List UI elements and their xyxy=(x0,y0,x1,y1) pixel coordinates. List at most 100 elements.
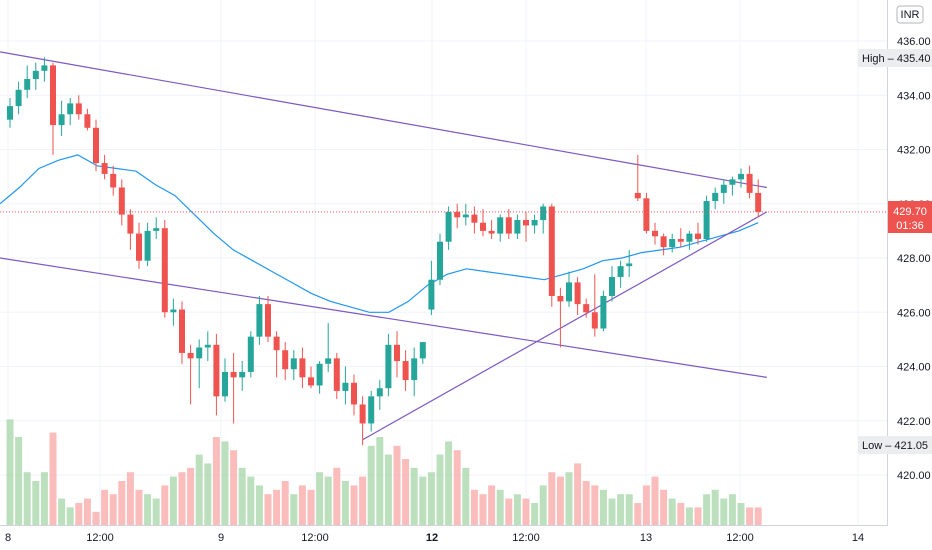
candle-body xyxy=(127,214,134,234)
candle xyxy=(385,333,392,397)
low-label: Low – 421.05 xyxy=(858,436,932,454)
candle xyxy=(368,390,375,432)
current-price-badge[interactable]: 429.70 01:36 xyxy=(888,201,932,233)
candle xyxy=(574,276,581,315)
candle-body xyxy=(411,358,418,381)
candle xyxy=(617,260,624,288)
candle-body xyxy=(93,127,99,164)
candles xyxy=(7,57,762,446)
candle xyxy=(746,165,753,199)
candle xyxy=(222,358,228,402)
candle xyxy=(7,97,13,128)
candle-body xyxy=(67,103,74,115)
volume-bar xyxy=(32,481,40,525)
candle xyxy=(695,222,701,245)
candle xyxy=(118,179,125,226)
volume-bar xyxy=(49,432,57,525)
volume-bar xyxy=(367,445,375,525)
price-tick-label: 420.00 xyxy=(897,470,931,482)
candle xyxy=(755,179,762,218)
candle-body xyxy=(712,192,719,202)
time-tick-label: 12:00 xyxy=(726,532,754,544)
candle xyxy=(170,298,177,326)
candle xyxy=(557,287,564,348)
candle-body xyxy=(626,263,633,267)
volume-bar xyxy=(212,437,220,525)
candle xyxy=(480,209,486,237)
volume-bar xyxy=(728,494,736,525)
candle xyxy=(462,203,469,226)
volume-bar xyxy=(75,503,83,525)
trendlines[interactable] xyxy=(0,51,768,441)
candle xyxy=(376,380,383,410)
candle xyxy=(351,374,357,416)
volume-bar xyxy=(23,472,31,525)
time-tick-label: 12:00 xyxy=(86,532,114,544)
candle xyxy=(32,62,39,90)
volume-bar xyxy=(634,503,642,525)
volume-bar xyxy=(66,507,74,525)
volume-bar xyxy=(92,511,100,525)
price-tick-label: 436.00 xyxy=(897,36,931,48)
trendline[interactable] xyxy=(0,257,767,378)
candle-body xyxy=(514,220,521,234)
volume-bar xyxy=(660,489,668,525)
candle xyxy=(93,119,99,172)
volume-bar xyxy=(58,498,66,525)
candle-body xyxy=(32,70,39,79)
candle-body xyxy=(703,201,710,240)
candle xyxy=(101,154,108,180)
low-label-text: Low – 421.05 xyxy=(862,440,928,452)
volume-bar xyxy=(617,494,625,525)
candle-body xyxy=(222,371,228,397)
volume-bar xyxy=(281,481,289,525)
candle-body xyxy=(351,382,357,405)
volume-bar xyxy=(720,498,728,525)
volume-bar xyxy=(608,498,616,525)
time-tick-label: 8 xyxy=(5,532,11,544)
candle-body xyxy=(609,276,615,296)
volume-bar xyxy=(83,498,91,525)
candle-body xyxy=(325,358,332,364)
candle-body xyxy=(591,312,598,329)
volume-bar xyxy=(324,476,332,525)
candle-body xyxy=(170,309,177,313)
candle xyxy=(110,165,117,196)
volume-bar xyxy=(118,481,126,525)
candle xyxy=(342,366,349,405)
candle-body xyxy=(136,233,142,261)
candle-body xyxy=(110,173,117,188)
candle-body xyxy=(204,344,211,348)
volume-bar xyxy=(703,494,711,525)
price-tick-label: 426.00 xyxy=(897,307,931,319)
candle-body xyxy=(746,173,753,193)
volume-bar xyxy=(419,476,427,525)
candle xyxy=(428,260,435,315)
candle xyxy=(127,209,134,250)
candle-body xyxy=(669,239,676,248)
candle-body xyxy=(583,304,590,313)
trendline[interactable] xyxy=(362,211,768,441)
candle-body xyxy=(187,352,194,359)
candle xyxy=(419,342,426,364)
trendline[interactable] xyxy=(0,51,767,189)
volume-bar xyxy=(393,445,401,525)
volume-bar xyxy=(204,463,212,525)
candle-body xyxy=(316,363,323,386)
volume-bar xyxy=(6,419,14,525)
volume-bar xyxy=(599,489,607,525)
candle xyxy=(316,361,323,394)
candle-body xyxy=(299,358,306,378)
candle-body xyxy=(531,220,538,226)
candle xyxy=(213,333,220,416)
time-axis-ticks[interactable]: 8 12:00 9 12:00 12 12:00 13 12:00 14 xyxy=(5,532,864,544)
candle xyxy=(660,233,667,256)
candle-body xyxy=(239,371,246,378)
currency-badge[interactable]: INR xyxy=(896,5,924,24)
candle xyxy=(720,179,727,204)
bar-countdown: 01:36 xyxy=(896,220,924,232)
candle xyxy=(394,331,400,378)
candle xyxy=(333,352,340,400)
candle xyxy=(411,347,418,397)
